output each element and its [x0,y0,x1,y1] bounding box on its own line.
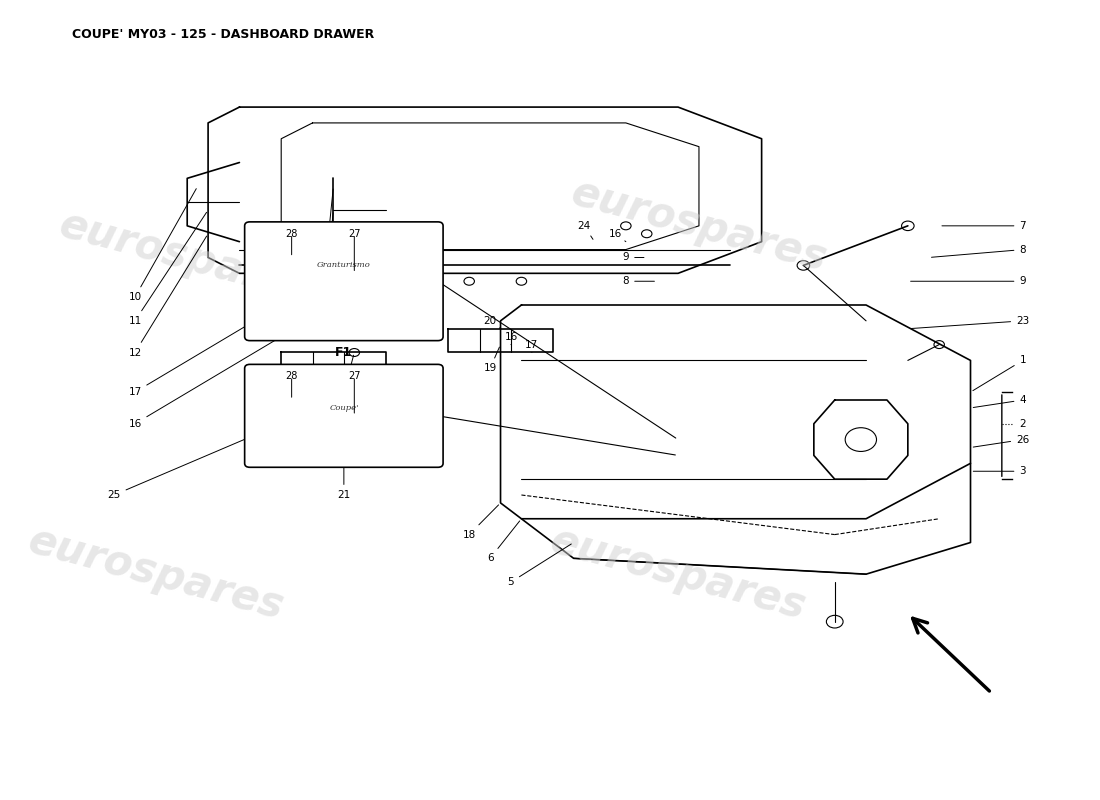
FancyBboxPatch shape [244,222,443,341]
Text: 17: 17 [338,355,353,397]
Text: 4: 4 [974,395,1026,407]
Text: 27: 27 [348,229,361,238]
Text: Coupe': Coupe' [329,404,359,412]
Text: eurospares: eurospares [546,520,811,629]
Text: 5: 5 [508,544,571,587]
Text: 16: 16 [608,229,626,242]
Text: 17: 17 [338,386,363,421]
Text: 9: 9 [623,253,643,262]
Text: 3: 3 [974,466,1026,476]
Text: eurospares: eurospares [23,520,288,629]
Text: 17: 17 [525,339,539,353]
Text: 17: 17 [129,306,278,397]
Text: 8: 8 [932,245,1026,258]
Text: 16: 16 [129,338,278,429]
Text: 20: 20 [484,316,500,329]
Text: 14: 14 [317,237,333,342]
Text: 1: 1 [972,355,1026,390]
Text: 26: 26 [974,434,1030,447]
Text: 19: 19 [484,347,499,374]
Text: 28: 28 [286,371,298,382]
Text: 10: 10 [129,189,196,302]
Text: 7: 7 [942,221,1026,231]
Text: 24: 24 [578,221,593,239]
Text: 6: 6 [487,521,519,563]
Text: 18: 18 [463,505,498,539]
Text: 9: 9 [911,276,1026,286]
Text: 16: 16 [338,410,363,445]
FancyBboxPatch shape [244,364,443,467]
Text: eurospares: eurospares [566,171,832,280]
Text: COUPE' MY03 - 125 - DASHBOARD DRAWER: COUPE' MY03 - 125 - DASHBOARD DRAWER [73,28,375,41]
Text: 21: 21 [338,458,351,500]
Text: Granturismo: Granturismo [317,262,371,270]
Text: 2: 2 [1020,418,1026,429]
Text: 12: 12 [129,236,207,358]
Text: 23: 23 [911,316,1030,329]
Text: 16: 16 [504,332,518,345]
Text: 15: 15 [317,213,333,318]
Text: 13: 13 [317,189,333,294]
Text: 25: 25 [108,425,278,500]
Text: F1: F1 [336,346,352,359]
Text: 8: 8 [623,276,654,286]
Text: eurospares: eurospares [55,203,320,312]
Text: 11: 11 [129,212,207,326]
Text: 28: 28 [286,229,298,238]
Text: 27: 27 [348,371,361,382]
Text: 22: 22 [338,426,351,468]
